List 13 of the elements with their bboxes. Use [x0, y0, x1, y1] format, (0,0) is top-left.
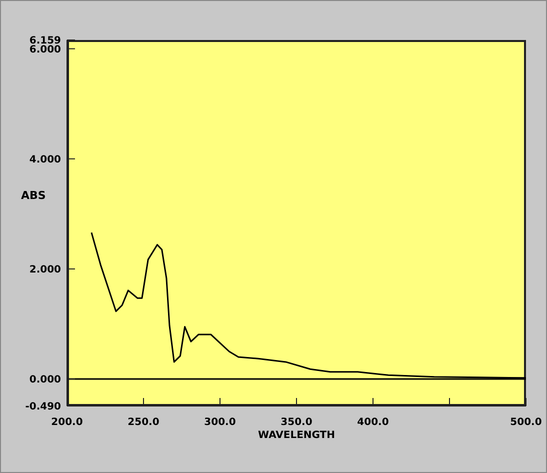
x-axis-title: WAVELENGTH [258, 430, 336, 441]
y-tick-label: 6.000 [29, 44, 62, 56]
y-tick-label: 2.000 [29, 264, 62, 276]
x-tick-label: 250.0 [128, 417, 160, 428]
y-tick-label: -0.490 [25, 402, 62, 413]
x-tick-label: 350.0 [280, 417, 312, 428]
y-tick-label: 0.000 [29, 374, 62, 386]
y-axis-title: ABS [21, 189, 46, 202]
x-tick-label: 300.0 [204, 417, 236, 428]
y-tick-label: 4.000 [29, 154, 62, 166]
x-tick-label: 200.0 [51, 417, 83, 428]
x-tick-label: 400.0 [357, 417, 389, 428]
x-tick-label: 500.0 [510, 417, 542, 428]
